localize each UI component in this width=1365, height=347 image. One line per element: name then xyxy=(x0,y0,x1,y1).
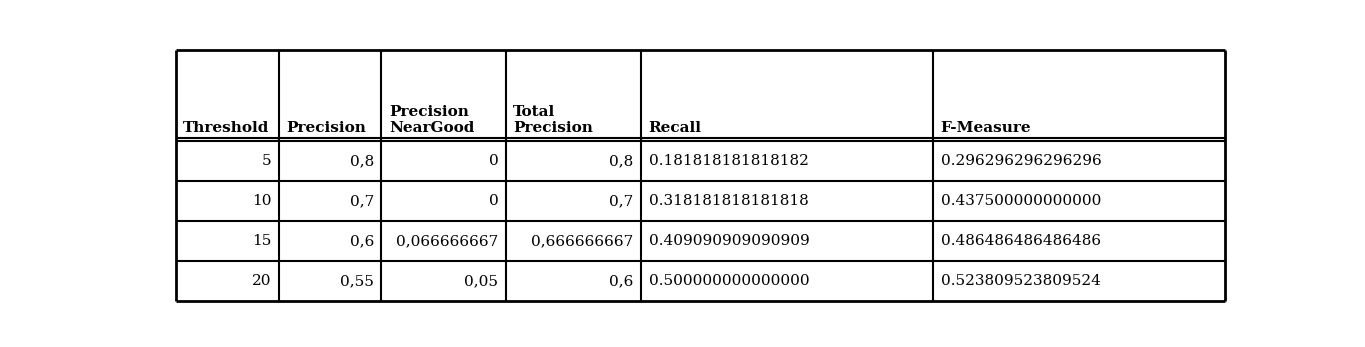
Text: Precision
NearGood: Precision NearGood xyxy=(389,105,474,135)
Text: 0,6: 0,6 xyxy=(609,274,633,288)
Text: 0.523809523809524: 0.523809523809524 xyxy=(940,274,1100,288)
Text: Precision: Precision xyxy=(287,121,366,135)
Text: 0.500000000000000: 0.500000000000000 xyxy=(648,274,809,288)
Text: 0,066666667: 0,066666667 xyxy=(396,234,498,248)
Text: 10: 10 xyxy=(251,194,272,208)
Text: 15: 15 xyxy=(253,234,272,248)
Text: 0.181818181818182: 0.181818181818182 xyxy=(648,154,808,168)
Text: Threshold: Threshold xyxy=(183,121,270,135)
Text: 0.486486486486486: 0.486486486486486 xyxy=(940,234,1100,248)
Text: 0,666666667: 0,666666667 xyxy=(531,234,633,248)
Text: 20: 20 xyxy=(251,274,272,288)
Text: 0: 0 xyxy=(489,194,498,208)
Text: 0: 0 xyxy=(489,154,498,168)
Text: Total
Precision: Total Precision xyxy=(513,105,594,135)
Text: 0,8: 0,8 xyxy=(609,154,633,168)
Text: 0.437500000000000: 0.437500000000000 xyxy=(940,194,1102,208)
Text: 0,6: 0,6 xyxy=(349,234,374,248)
Text: 0.318181818181818: 0.318181818181818 xyxy=(648,194,808,208)
Text: 0,7: 0,7 xyxy=(349,194,374,208)
Text: 0,55: 0,55 xyxy=(340,274,374,288)
Text: 0,8: 0,8 xyxy=(349,154,374,168)
Text: 5: 5 xyxy=(262,154,272,168)
Text: 0,05: 0,05 xyxy=(464,274,498,288)
Text: 0.409090909090909: 0.409090909090909 xyxy=(648,234,809,248)
Text: 0,7: 0,7 xyxy=(609,194,633,208)
Text: F-Measure: F-Measure xyxy=(940,121,1031,135)
Text: Recall: Recall xyxy=(648,121,702,135)
Text: 0.296296296296296: 0.296296296296296 xyxy=(940,154,1102,168)
